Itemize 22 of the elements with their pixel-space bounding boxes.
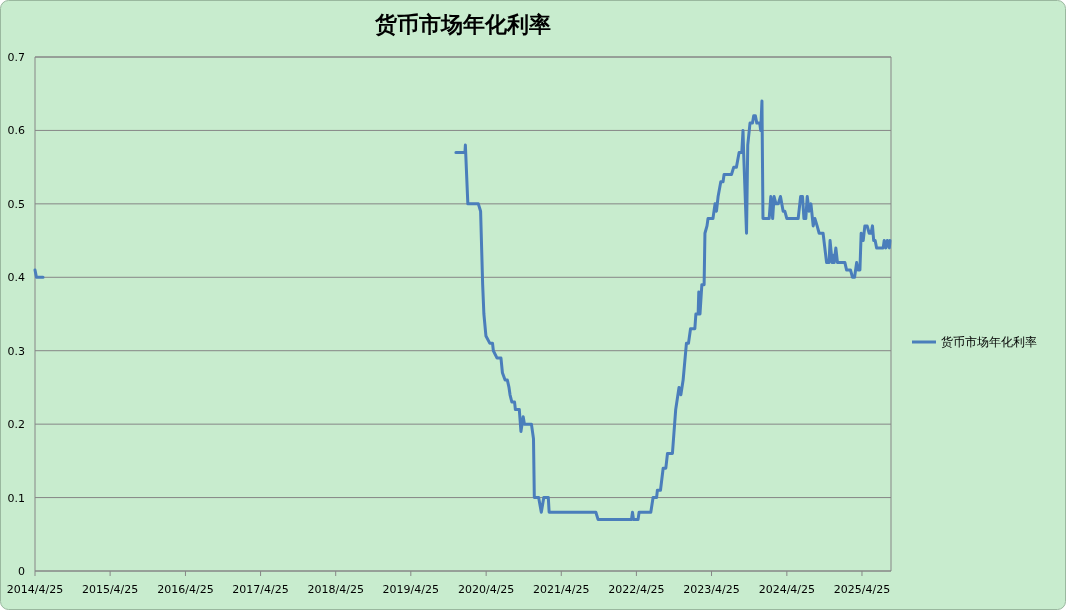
chart-title: 货币市场年化利率 bbox=[374, 11, 551, 37]
x-tick-label: 2016/4/25 bbox=[157, 583, 214, 596]
y-tick-label: 0.4 bbox=[7, 271, 25, 285]
x-tick-label: 2023/4/25 bbox=[683, 583, 740, 596]
legend-label: 货币市场年化利率 bbox=[941, 335, 1037, 349]
y-tick-label: 0.2 bbox=[7, 418, 25, 432]
y-tick-label: 0.7 bbox=[7, 51, 25, 64]
x-tick-label: 2024/4/25 bbox=[758, 583, 816, 596]
y-tick-label: 0.6 bbox=[7, 124, 25, 138]
x-tick-label: 2014/4/25 bbox=[6, 583, 64, 596]
x-tick-label: 2022/4/25 bbox=[608, 583, 665, 596]
x-tick-label: 2025/4/25 bbox=[833, 583, 891, 596]
x-tick-label: 2015/4/25 bbox=[81, 583, 139, 596]
x-tick-label: 2017/4/25 bbox=[232, 583, 289, 596]
x-tick-label: 2021/4/25 bbox=[533, 583, 590, 596]
x-tick-label: 2019/4/25 bbox=[382, 583, 440, 596]
x-tick-label: 2020/4/25 bbox=[457, 583, 515, 596]
y-tick-label: 0 bbox=[18, 565, 25, 578]
y-tick-label: 0.5 bbox=[7, 197, 25, 211]
y-tick-label: 0.3 bbox=[7, 344, 25, 358]
x-tick-label: 2018/4/25 bbox=[307, 583, 364, 596]
y-tick-label: 0.1 bbox=[7, 491, 25, 505]
